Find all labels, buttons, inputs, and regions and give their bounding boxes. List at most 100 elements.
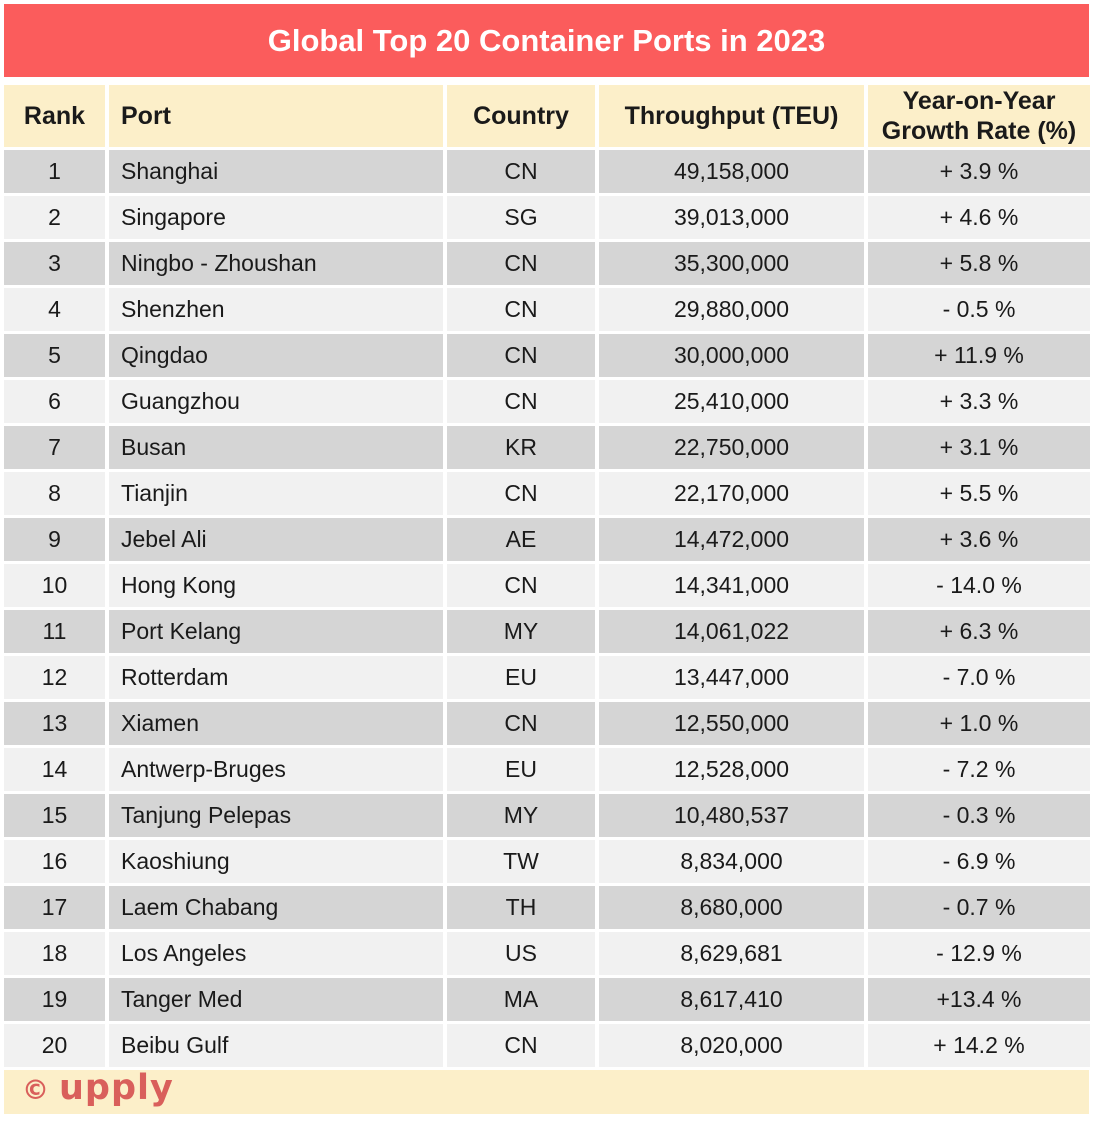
country-cell: CN [447, 334, 595, 377]
country-cell: CN [447, 380, 595, 423]
rank-cell: 14 [4, 748, 105, 791]
country-cell: TH [447, 886, 595, 929]
rank-cell: 12 [4, 656, 105, 699]
throughput-cell: 10,480,537 [599, 794, 864, 837]
country-cell: MY [447, 610, 595, 653]
port-cell: Tianjin [109, 472, 443, 515]
country-cell: CN [447, 150, 595, 193]
country-cell: CN [447, 472, 595, 515]
port-cell: Xiamen [109, 702, 443, 745]
growth-cell: - 0.7 % [868, 886, 1090, 929]
throughput-cell: 13,447,000 [599, 656, 864, 699]
growth-cell: + 3.9 % [868, 150, 1090, 193]
column-header-port: Port [109, 85, 443, 147]
port-cell: Shanghai [109, 150, 443, 193]
throughput-cell: 22,170,000 [599, 472, 864, 515]
growth-cell: - 12.9 % [868, 932, 1090, 975]
port-cell: Antwerp-Bruges [109, 748, 443, 791]
growth-cell: + 5.8 % [868, 242, 1090, 285]
country-cell: KR [447, 426, 595, 469]
country-cell: CN [447, 564, 595, 607]
rank-cell: 17 [4, 886, 105, 929]
rank-cell: 7 [4, 426, 105, 469]
page-title: Global Top 20 Container Ports in 2023 [267, 22, 826, 58]
growth-cell: + 4.6 % [868, 196, 1090, 239]
port-cell: Qingdao [109, 334, 443, 377]
growth-cell: +13.4 % [868, 978, 1090, 1021]
growth-header-line2: Growth Rate (%) [881, 117, 1077, 145]
throughput-cell: 14,341,000 [599, 564, 864, 607]
country-cell: MY [447, 794, 595, 837]
throughput-cell: 8,020,000 [599, 1024, 864, 1067]
title-banner: Global Top 20 Container Ports in 2023 [4, 4, 1089, 77]
throughput-cell: 39,013,000 [599, 196, 864, 239]
country-cell: CN [447, 702, 595, 745]
port-cell: Kaoshiung [109, 840, 443, 883]
country-cell: US [447, 932, 595, 975]
growth-cell: + 3.3 % [868, 380, 1090, 423]
throughput-cell: 12,528,000 [599, 748, 864, 791]
country-cell: CN [447, 242, 595, 285]
throughput-cell: 22,750,000 [599, 426, 864, 469]
growth-cell: + 11.9 % [868, 334, 1090, 377]
throughput-cell: 49,158,000 [599, 150, 864, 193]
growth-cell: - 7.2 % [868, 748, 1090, 791]
rank-cell: 3 [4, 242, 105, 285]
growth-cell: - 0.3 % [868, 794, 1090, 837]
growth-cell: + 1.0 % [868, 702, 1090, 745]
growth-cell: + 3.6 % [868, 518, 1090, 561]
growth-header-line1: Year-on-Year [902, 87, 1056, 115]
port-cell: Laem Chabang [109, 886, 443, 929]
column-header-growth: Year-on-Year Growth Rate (%) [868, 85, 1090, 147]
column-header-rank: Rank [4, 85, 105, 147]
throughput-cell: 29,880,000 [599, 288, 864, 331]
port-cell: Busan [109, 426, 443, 469]
rank-cell: 10 [4, 564, 105, 607]
growth-cell: - 6.9 % [868, 840, 1090, 883]
upply-logo: © upply [22, 1068, 174, 1108]
rank-cell: 13 [4, 702, 105, 745]
throughput-cell: 25,410,000 [599, 380, 864, 423]
growth-cell: + 14.2 % [868, 1024, 1090, 1067]
throughput-cell: 8,834,000 [599, 840, 864, 883]
port-cell: Tanger Med [109, 978, 443, 1021]
rank-cell: 2 [4, 196, 105, 239]
throughput-cell: 14,472,000 [599, 518, 864, 561]
growth-cell: - 7.0 % [868, 656, 1090, 699]
column-header-throughput: Throughput (TEU) [599, 85, 864, 147]
throughput-cell: 35,300,000 [599, 242, 864, 285]
throughput-cell: 8,629,681 [599, 932, 864, 975]
port-cell: Jebel Ali [109, 518, 443, 561]
rank-cell: 4 [4, 288, 105, 331]
country-cell: CN [447, 288, 595, 331]
copyright-icon: © [22, 1074, 49, 1106]
country-cell: MA [447, 978, 595, 1021]
growth-cell: + 6.3 % [868, 610, 1090, 653]
throughput-cell: 14,061,022 [599, 610, 864, 653]
column-header-country: Country [447, 85, 595, 147]
port-cell: Tanjung Pelepas [109, 794, 443, 837]
country-cell: CN [447, 1024, 595, 1067]
port-cell: Hong Kong [109, 564, 443, 607]
country-cell: EU [447, 656, 595, 699]
rank-cell: 11 [4, 610, 105, 653]
rank-cell: 18 [4, 932, 105, 975]
port-cell: Singapore [109, 196, 443, 239]
throughput-cell: 30,000,000 [599, 334, 864, 377]
footer: © upply [4, 1068, 1089, 1114]
throughput-cell: 8,680,000 [599, 886, 864, 929]
rank-cell: 8 [4, 472, 105, 515]
growth-cell: - 14.0 % [868, 564, 1090, 607]
country-cell: EU [447, 748, 595, 791]
growth-cell: - 0.5 % [868, 288, 1090, 331]
growth-cell: + 5.5 % [868, 472, 1090, 515]
port-cell: Rotterdam [109, 656, 443, 699]
rank-cell: 19 [4, 978, 105, 1021]
port-cell: Guangzhou [109, 380, 443, 423]
growth-cell: + 3.1 % [868, 426, 1090, 469]
ports-table: Rank Port Country Throughput (TEU) Year-… [4, 85, 1090, 1067]
port-cell: Los Angeles [109, 932, 443, 975]
throughput-cell: 8,617,410 [599, 978, 864, 1021]
port-cell: Ningbo - Zhoushan [109, 242, 443, 285]
